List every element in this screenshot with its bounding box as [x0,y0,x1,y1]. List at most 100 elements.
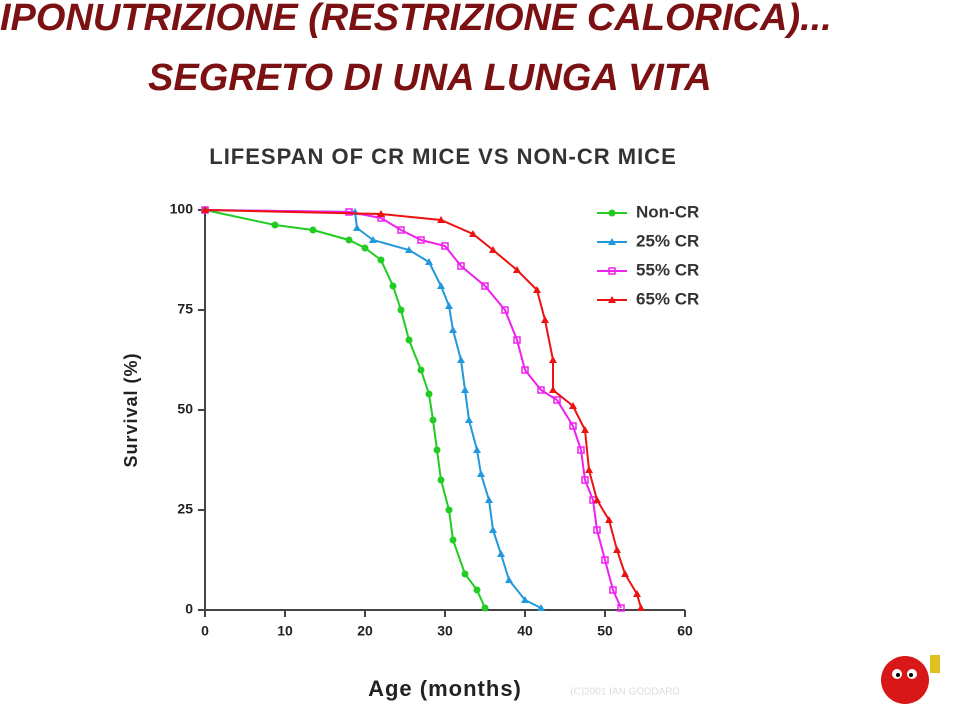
marker [537,604,545,611]
x-tick-label: 20 [357,623,373,639]
marker [461,570,469,578]
x-axis-label: Age (months) [368,676,522,701]
marker [345,208,353,216]
marker [521,596,529,603]
marker [617,604,625,612]
marker [405,246,413,253]
marker [449,536,457,544]
x-tick-label: 60 [677,623,693,639]
marker [613,546,621,553]
marker [513,336,521,344]
marker [437,476,445,484]
marker [353,224,361,231]
marker [201,206,209,213]
legend-marker [608,296,616,303]
x-tick-label: 50 [597,623,613,639]
marker [465,416,473,423]
marker [433,446,441,454]
marker [377,210,385,217]
marker [593,496,601,503]
marker [621,570,629,577]
marker [497,550,505,557]
marker [501,306,509,314]
chart-panel [122,122,792,722]
marker [605,516,613,523]
legend-label: 55% CR [636,260,699,279]
marker [585,466,593,473]
logo [881,655,940,704]
y-axis-label: Survival (%) [121,352,141,467]
marker [601,556,609,564]
marker [533,286,541,293]
slide-title-line2: SEGRETO DI UNA LUNGA VITA [148,57,712,99]
legend-label: 25% CR [636,231,699,250]
marker [581,476,589,484]
marker [537,386,545,394]
legend-marker [608,267,616,275]
marker [441,242,449,250]
legend-label: 65% CR [636,289,699,308]
marker [541,316,549,323]
marker [397,306,405,314]
marker [425,390,433,398]
marker [437,282,445,289]
marker [369,236,377,243]
marker [489,526,497,533]
marker [485,496,493,503]
marker [425,258,433,265]
x-tick-label: 30 [437,623,453,639]
marker [513,266,521,273]
watermark: (C)2001 IAN GODDARD [570,687,679,698]
marker [417,366,425,374]
x-tick-label: 10 [277,623,293,639]
marker [569,422,577,430]
slide-title-line1: IPONUTRIZIONE (RESTRIZIONE CALORICA)... [0,0,832,39]
marker [469,230,477,237]
marker [577,446,585,454]
marker [461,386,469,393]
marker [505,576,513,583]
marker [345,236,353,244]
marker [549,356,557,363]
marker [457,356,465,363]
series-line [204,209,622,609]
marker [581,426,589,433]
marker [637,604,645,611]
marker [521,366,529,374]
marker [457,262,465,270]
marker [473,586,481,594]
x-tick-label: 40 [517,623,533,639]
y-tick-label: 100 [170,201,194,217]
marker [377,256,385,264]
marker [445,506,453,514]
legend-marker [608,209,616,217]
chart-title: LIFESPAN OF CR MICE VS NON-CR MICE [209,144,677,169]
x-tick-label: 0 [201,623,209,639]
marker [549,386,557,393]
marker [449,326,457,333]
marker [361,244,369,252]
y-tick-label: 75 [177,301,193,317]
marker [417,236,425,244]
marker [477,470,485,477]
marker [609,586,617,594]
marker [309,226,317,234]
y-tick-label: 50 [177,401,193,417]
marker [569,402,577,409]
marker [553,396,561,404]
marker [397,226,405,234]
marker [405,336,413,344]
marker [593,526,601,534]
marker [633,590,641,597]
marker [429,416,437,424]
series-line [204,209,542,609]
marker [489,246,497,253]
marker [481,604,489,612]
marker [437,216,445,223]
marker [389,282,397,290]
marker [445,302,453,309]
y-tick-label: 0 [185,601,193,617]
marker [473,446,481,453]
